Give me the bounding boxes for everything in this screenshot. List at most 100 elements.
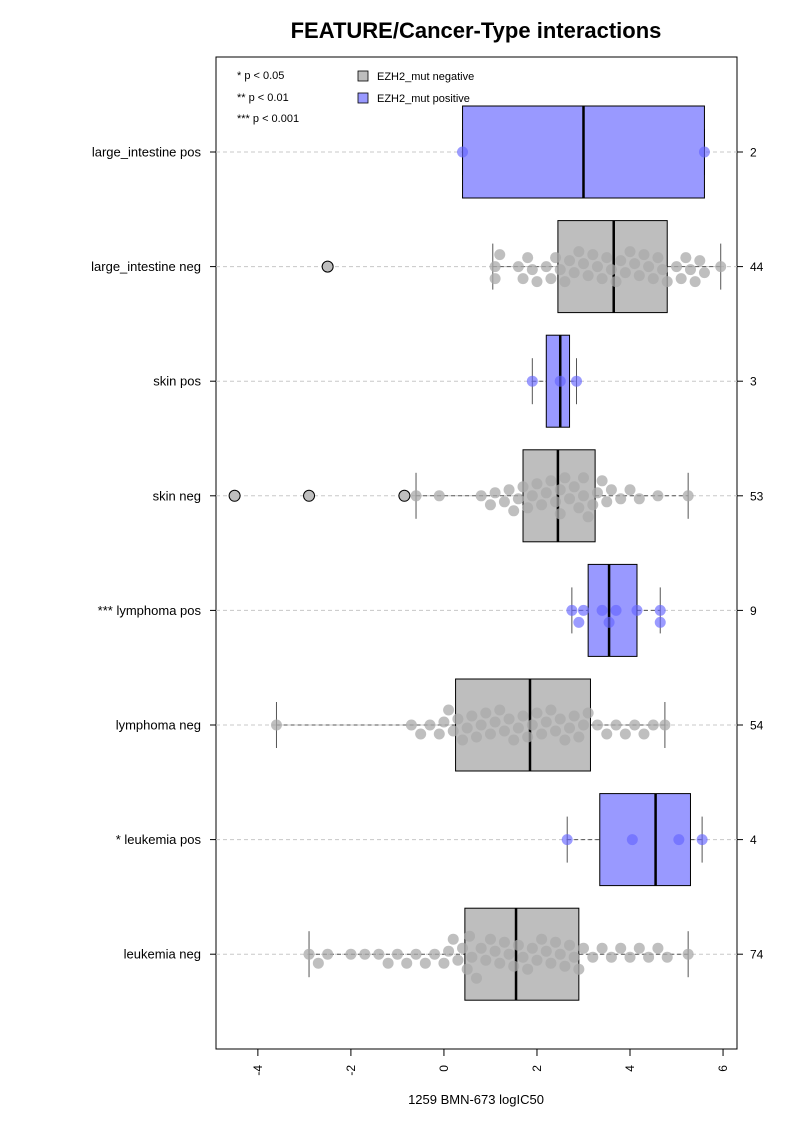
data-point	[452, 954, 464, 966]
data-point	[457, 942, 469, 954]
data-point	[433, 490, 445, 502]
data-point	[322, 948, 334, 960]
data-point	[494, 249, 506, 261]
data-point	[526, 264, 538, 276]
x-tick-label: 6	[716, 1065, 730, 1072]
data-point	[494, 957, 506, 969]
data-point	[489, 716, 501, 728]
data-point	[682, 490, 694, 502]
data-point	[633, 942, 645, 954]
data-point	[610, 719, 622, 731]
data-point	[475, 719, 487, 731]
x-axis: -4 -2 0 2 4 6	[251, 1048, 730, 1076]
data-point	[715, 261, 727, 273]
data-point	[698, 146, 710, 158]
data-point	[536, 728, 548, 740]
data-point	[698, 267, 710, 279]
data-point	[498, 725, 510, 737]
data-point	[438, 716, 450, 728]
data-point	[689, 276, 701, 288]
data-point	[601, 496, 613, 508]
sig-legend-2: ** p < 0.01	[237, 92, 289, 104]
data-point	[631, 604, 643, 616]
data-point	[573, 616, 585, 628]
data-point	[489, 273, 501, 285]
data-point	[410, 490, 422, 502]
sample-count: 74	[750, 948, 764, 962]
data-point	[568, 267, 580, 279]
data-point	[566, 604, 578, 616]
data-point	[610, 604, 622, 616]
data-point	[540, 716, 552, 728]
data-point	[554, 508, 566, 520]
group-label: large_intestine pos	[92, 145, 202, 160]
data-point	[561, 834, 573, 846]
data-point	[540, 261, 552, 273]
sample-counts: 2 44 3 53 9 54 4 74	[750, 146, 764, 962]
data-point	[638, 249, 650, 261]
x-tick-label: -2	[344, 1065, 358, 1076]
data-point	[503, 948, 515, 960]
sig-legend-1: * p < 0.05	[237, 70, 284, 82]
data-point	[545, 273, 557, 285]
data-point	[559, 960, 571, 972]
data-point	[654, 604, 666, 616]
sample-count: 4	[750, 833, 757, 847]
data-point	[508, 734, 520, 746]
data-point	[550, 936, 562, 948]
data-point	[587, 951, 599, 963]
data-point	[443, 704, 455, 716]
data-point	[484, 499, 496, 511]
data-point	[526, 375, 538, 387]
data-point	[591, 487, 603, 499]
group-labels: large_intestine pos large_intestine neg sk…	[91, 145, 201, 962]
data-points	[228, 146, 727, 984]
data-point	[680, 252, 692, 264]
data-point	[475, 490, 487, 502]
data-point	[498, 936, 510, 948]
data-point	[661, 951, 673, 963]
data-point	[554, 713, 566, 725]
data-point	[359, 948, 371, 960]
data-point	[568, 951, 580, 963]
data-point	[498, 496, 510, 508]
data-point	[564, 255, 576, 267]
data-point	[577, 258, 589, 270]
data-point	[503, 713, 515, 725]
data-point	[573, 963, 585, 975]
data-point	[647, 719, 659, 731]
data-point	[489, 487, 501, 499]
data-point	[652, 252, 664, 264]
data-point	[568, 481, 580, 493]
data-point	[480, 954, 492, 966]
data-point	[673, 834, 685, 846]
data-point	[559, 734, 571, 746]
data-point	[564, 939, 576, 951]
group-label: * leukemia pos	[116, 832, 202, 847]
data-point	[633, 270, 645, 282]
data-point	[643, 261, 655, 273]
data-point	[433, 728, 445, 740]
data-point	[489, 261, 501, 273]
data-point	[577, 472, 589, 484]
data-point	[624, 951, 636, 963]
outlier-point	[321, 260, 334, 273]
data-point	[571, 375, 583, 387]
data-point	[447, 725, 459, 737]
data-point	[577, 490, 589, 502]
data-point	[554, 484, 566, 496]
data-point	[624, 484, 636, 496]
data-point	[429, 948, 441, 960]
x-tick-label: 2	[530, 1065, 544, 1072]
data-point	[270, 719, 282, 731]
data-point	[405, 719, 417, 731]
data-point	[401, 957, 413, 969]
data-point	[484, 933, 496, 945]
data-point	[526, 490, 538, 502]
data-point	[526, 719, 538, 731]
data-point	[577, 942, 589, 954]
data-point	[391, 948, 403, 960]
data-point	[545, 704, 557, 716]
data-point	[573, 246, 585, 258]
